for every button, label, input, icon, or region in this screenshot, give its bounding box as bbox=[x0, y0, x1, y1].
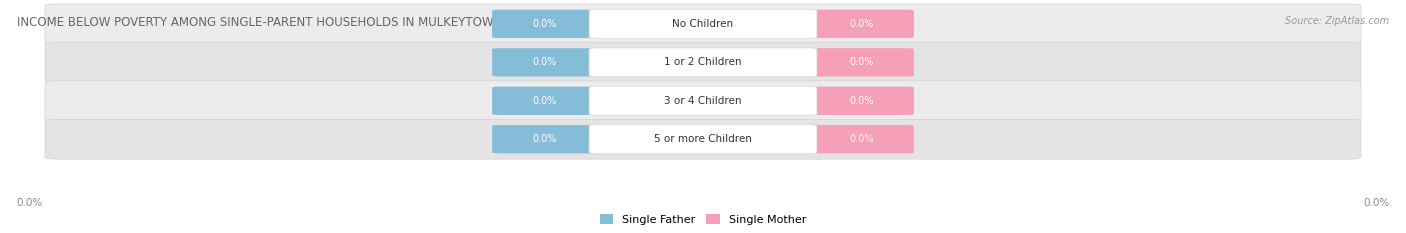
FancyBboxPatch shape bbox=[808, 48, 914, 76]
Text: No Children: No Children bbox=[672, 19, 734, 29]
Text: 0.0%: 0.0% bbox=[849, 134, 873, 144]
Text: 0.0%: 0.0% bbox=[849, 19, 873, 29]
Text: 0.0%: 0.0% bbox=[849, 96, 873, 106]
FancyBboxPatch shape bbox=[45, 4, 1361, 44]
Text: 0.0%: 0.0% bbox=[533, 96, 557, 106]
Text: 0.0%: 0.0% bbox=[17, 198, 44, 208]
FancyBboxPatch shape bbox=[492, 48, 598, 76]
Text: 5 or more Children: 5 or more Children bbox=[654, 134, 752, 144]
Text: 0.0%: 0.0% bbox=[849, 57, 873, 67]
FancyBboxPatch shape bbox=[45, 81, 1361, 121]
FancyBboxPatch shape bbox=[589, 10, 817, 38]
FancyBboxPatch shape bbox=[45, 119, 1361, 159]
Text: 0.0%: 0.0% bbox=[533, 57, 557, 67]
Text: INCOME BELOW POVERTY AMONG SINGLE-PARENT HOUSEHOLDS IN MULKEYTOWN: INCOME BELOW POVERTY AMONG SINGLE-PARENT… bbox=[17, 16, 502, 29]
Text: 0.0%: 0.0% bbox=[533, 19, 557, 29]
FancyBboxPatch shape bbox=[492, 10, 598, 38]
FancyBboxPatch shape bbox=[492, 125, 598, 153]
Text: 3 or 4 Children: 3 or 4 Children bbox=[664, 96, 742, 106]
FancyBboxPatch shape bbox=[589, 86, 817, 115]
FancyBboxPatch shape bbox=[808, 10, 914, 38]
FancyBboxPatch shape bbox=[45, 42, 1361, 82]
Text: 1 or 2 Children: 1 or 2 Children bbox=[664, 57, 742, 67]
Legend: Single Father, Single Mother: Single Father, Single Mother bbox=[600, 214, 806, 225]
FancyBboxPatch shape bbox=[589, 125, 817, 154]
FancyBboxPatch shape bbox=[808, 87, 914, 115]
FancyBboxPatch shape bbox=[808, 125, 914, 153]
Text: Source: ZipAtlas.com: Source: ZipAtlas.com bbox=[1285, 16, 1389, 26]
FancyBboxPatch shape bbox=[492, 87, 598, 115]
Text: 0.0%: 0.0% bbox=[1362, 198, 1389, 208]
Text: 0.0%: 0.0% bbox=[533, 134, 557, 144]
FancyBboxPatch shape bbox=[589, 48, 817, 77]
